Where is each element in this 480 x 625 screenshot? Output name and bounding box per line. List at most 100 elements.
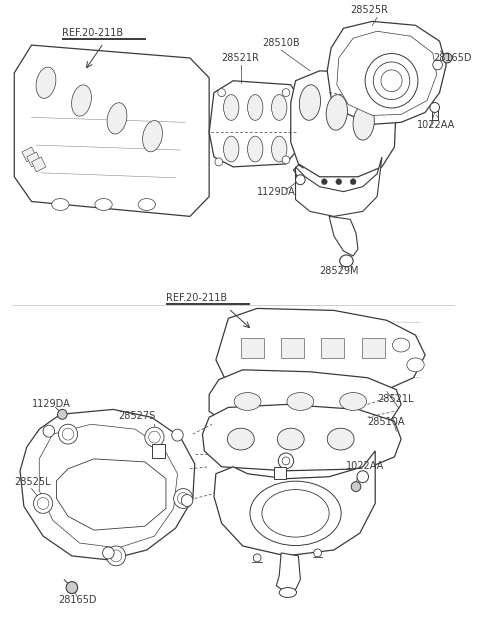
Ellipse shape [393, 338, 410, 352]
Ellipse shape [300, 85, 321, 120]
Circle shape [357, 471, 369, 482]
Polygon shape [327, 21, 446, 124]
Ellipse shape [365, 54, 418, 108]
Circle shape [430, 102, 440, 112]
Circle shape [149, 431, 160, 443]
Ellipse shape [228, 428, 254, 450]
Circle shape [336, 179, 342, 185]
Text: 28510A: 28510A [368, 418, 405, 428]
Circle shape [296, 175, 305, 185]
Ellipse shape [340, 255, 353, 267]
Ellipse shape [277, 428, 304, 450]
Text: 1022AA: 1022AA [347, 461, 384, 471]
Ellipse shape [107, 102, 127, 134]
Ellipse shape [340, 392, 367, 411]
Polygon shape [276, 553, 300, 592]
Polygon shape [214, 451, 375, 556]
Ellipse shape [272, 94, 287, 121]
Polygon shape [27, 152, 41, 167]
Circle shape [66, 582, 78, 594]
Circle shape [282, 156, 290, 164]
Polygon shape [32, 157, 46, 172]
Polygon shape [296, 157, 382, 216]
Ellipse shape [327, 428, 354, 450]
Polygon shape [209, 81, 299, 167]
Ellipse shape [272, 136, 287, 162]
Circle shape [181, 494, 193, 506]
Text: REF.20-211B: REF.20-211B [62, 28, 123, 38]
Circle shape [37, 498, 49, 509]
Circle shape [59, 424, 78, 444]
Ellipse shape [95, 199, 112, 211]
Circle shape [145, 428, 164, 447]
Bar [152, 444, 165, 458]
Ellipse shape [248, 136, 263, 162]
Polygon shape [39, 424, 178, 548]
Circle shape [351, 482, 361, 491]
Circle shape [110, 550, 122, 562]
Bar [362, 338, 385, 358]
Polygon shape [329, 216, 358, 256]
Circle shape [107, 546, 126, 566]
Polygon shape [209, 370, 401, 429]
Circle shape [215, 158, 223, 166]
Ellipse shape [353, 104, 374, 140]
Bar [241, 338, 264, 358]
Circle shape [218, 89, 226, 97]
Polygon shape [20, 409, 195, 560]
Circle shape [282, 457, 290, 465]
Text: 1129DA: 1129DA [257, 187, 296, 197]
Ellipse shape [279, 588, 297, 598]
Circle shape [103, 547, 114, 559]
Circle shape [314, 549, 322, 557]
Ellipse shape [248, 94, 263, 121]
Ellipse shape [326, 94, 348, 130]
Polygon shape [57, 459, 166, 530]
Text: 28165D: 28165D [433, 53, 471, 63]
Ellipse shape [250, 481, 341, 546]
Ellipse shape [72, 85, 91, 116]
Ellipse shape [407, 358, 424, 372]
Polygon shape [14, 45, 209, 216]
Ellipse shape [52, 199, 69, 211]
Circle shape [282, 89, 290, 97]
Circle shape [62, 428, 74, 440]
Circle shape [172, 429, 183, 441]
Ellipse shape [234, 392, 261, 411]
Polygon shape [337, 31, 437, 116]
Text: 28529M: 28529M [320, 266, 359, 276]
Ellipse shape [36, 67, 56, 98]
Polygon shape [203, 404, 401, 471]
Ellipse shape [287, 392, 314, 411]
Circle shape [178, 492, 189, 504]
Text: 28521L: 28521L [377, 394, 414, 404]
Polygon shape [291, 71, 396, 177]
Text: REF.20-211B: REF.20-211B [166, 294, 227, 304]
Ellipse shape [262, 489, 329, 537]
Circle shape [278, 453, 294, 469]
Ellipse shape [373, 62, 410, 99]
Circle shape [443, 53, 452, 63]
Ellipse shape [224, 136, 239, 162]
Text: 28527S: 28527S [118, 411, 155, 421]
Text: 28525R: 28525R [350, 6, 388, 16]
Polygon shape [22, 147, 36, 162]
Text: 1022AA: 1022AA [418, 121, 456, 131]
Bar [281, 338, 304, 358]
Circle shape [433, 60, 443, 70]
Circle shape [58, 409, 67, 419]
Text: 1129DA: 1129DA [32, 399, 71, 409]
Text: 28521R: 28521R [222, 53, 260, 63]
Ellipse shape [138, 199, 156, 211]
Text: 28525L: 28525L [14, 477, 51, 487]
Bar [322, 338, 345, 358]
Text: 28165D: 28165D [59, 596, 97, 606]
Circle shape [253, 554, 261, 562]
Text: 28510B: 28510B [262, 38, 300, 48]
Circle shape [322, 179, 327, 185]
Ellipse shape [143, 121, 162, 152]
Circle shape [34, 494, 53, 513]
Circle shape [174, 489, 193, 508]
Ellipse shape [224, 94, 239, 121]
Ellipse shape [381, 70, 402, 92]
